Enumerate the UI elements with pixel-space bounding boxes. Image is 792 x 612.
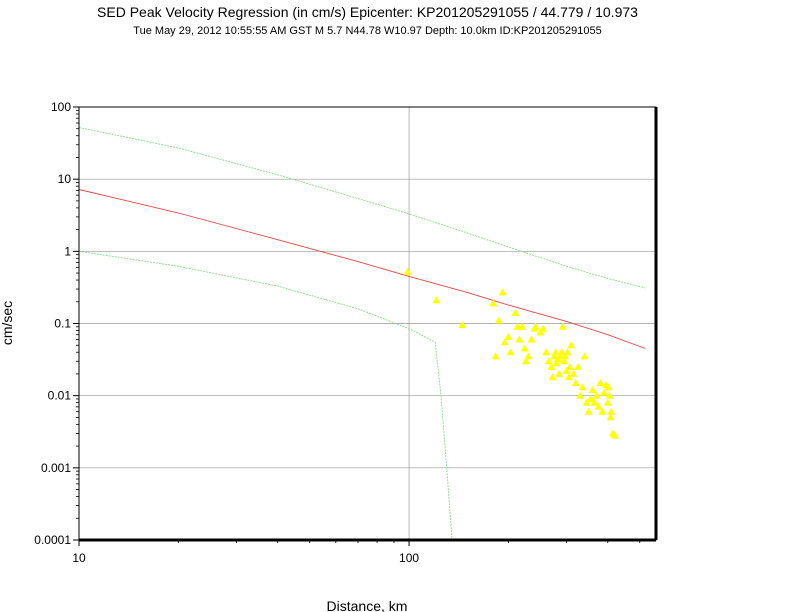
data-point <box>539 324 548 332</box>
data-point <box>606 413 615 421</box>
data-point <box>520 344 529 352</box>
data-point <box>598 407 607 415</box>
data-point <box>504 333 513 340</box>
data-point <box>511 309 520 316</box>
y-axis-label: cm/sec <box>0 301 15 345</box>
data-point <box>590 398 599 406</box>
data-point <box>582 398 591 406</box>
data-point <box>588 386 597 393</box>
data-point <box>603 398 612 406</box>
data-point <box>569 369 578 377</box>
data-point <box>571 379 580 386</box>
data-point <box>561 352 570 360</box>
data-point <box>518 322 527 330</box>
data-point <box>552 359 561 367</box>
data-point <box>600 388 609 396</box>
data-point <box>555 369 564 377</box>
data-point <box>531 322 540 330</box>
data-point <box>432 296 441 304</box>
y-tick-label: 0.1 <box>54 317 71 331</box>
data-point <box>584 407 593 415</box>
data-point <box>506 348 515 356</box>
data-point <box>607 407 616 415</box>
axis-ticks: 0.0001 0.001 0.01 0.1 1 10 100 10 100 <box>34 100 641 565</box>
data-point <box>498 288 507 296</box>
data-point <box>605 391 614 399</box>
grid <box>78 106 656 541</box>
data-point <box>515 335 524 343</box>
data-point <box>564 373 573 381</box>
regression-lines <box>78 127 646 541</box>
data-point <box>524 352 533 360</box>
data-point <box>576 391 585 399</box>
data-point <box>550 352 559 360</box>
data-point <box>542 348 550 356</box>
y-tick-label: 100 <box>51 100 71 114</box>
data-point <box>565 362 574 370</box>
data-point <box>489 299 498 307</box>
y-tick-label: 10 <box>58 172 72 186</box>
y-tick-label: 0.01 <box>48 389 72 403</box>
data-point <box>580 352 589 360</box>
lower-bound-line <box>78 250 453 541</box>
regression-line <box>78 189 646 349</box>
data-point <box>604 383 613 391</box>
data-point <box>557 348 566 356</box>
data-point <box>592 391 601 399</box>
data-point <box>610 431 619 439</box>
data-point <box>527 335 536 343</box>
x-axis-label: Distance, km <box>327 598 408 612</box>
data-point <box>491 352 500 360</box>
data-point <box>574 362 582 370</box>
data-point <box>500 338 509 346</box>
data-point <box>536 328 545 336</box>
y-tick-label: 1 <box>64 244 71 258</box>
x-tick-label: 10 <box>72 551 86 565</box>
chart-title: SED Peak Velocity Regression (in cm/s) E… <box>97 4 638 20</box>
y-tick-label: 0.001 <box>41 461 71 475</box>
data-point <box>562 367 571 374</box>
data-point <box>551 348 560 356</box>
data-point <box>548 373 557 381</box>
upper-bound-line <box>78 127 646 289</box>
data-point <box>547 362 556 370</box>
y-tick-label: 0.0001 <box>34 533 71 547</box>
chart-subtitle: Tue May 29, 2012 10:55:55 AM GST M 5.7 N… <box>133 25 602 37</box>
data-point <box>494 316 503 324</box>
data-point <box>458 321 467 329</box>
data-point <box>594 402 603 410</box>
data-point <box>560 357 569 365</box>
data-point <box>563 348 572 356</box>
data-point <box>521 357 530 365</box>
data-point <box>578 383 587 391</box>
x-tick-label: 100 <box>399 551 419 565</box>
data-point <box>558 322 567 330</box>
data-point <box>403 267 412 275</box>
data-point <box>544 357 553 365</box>
data-point <box>596 379 605 386</box>
data-points <box>403 267 619 439</box>
data-point <box>567 341 576 349</box>
data-point <box>586 395 595 402</box>
